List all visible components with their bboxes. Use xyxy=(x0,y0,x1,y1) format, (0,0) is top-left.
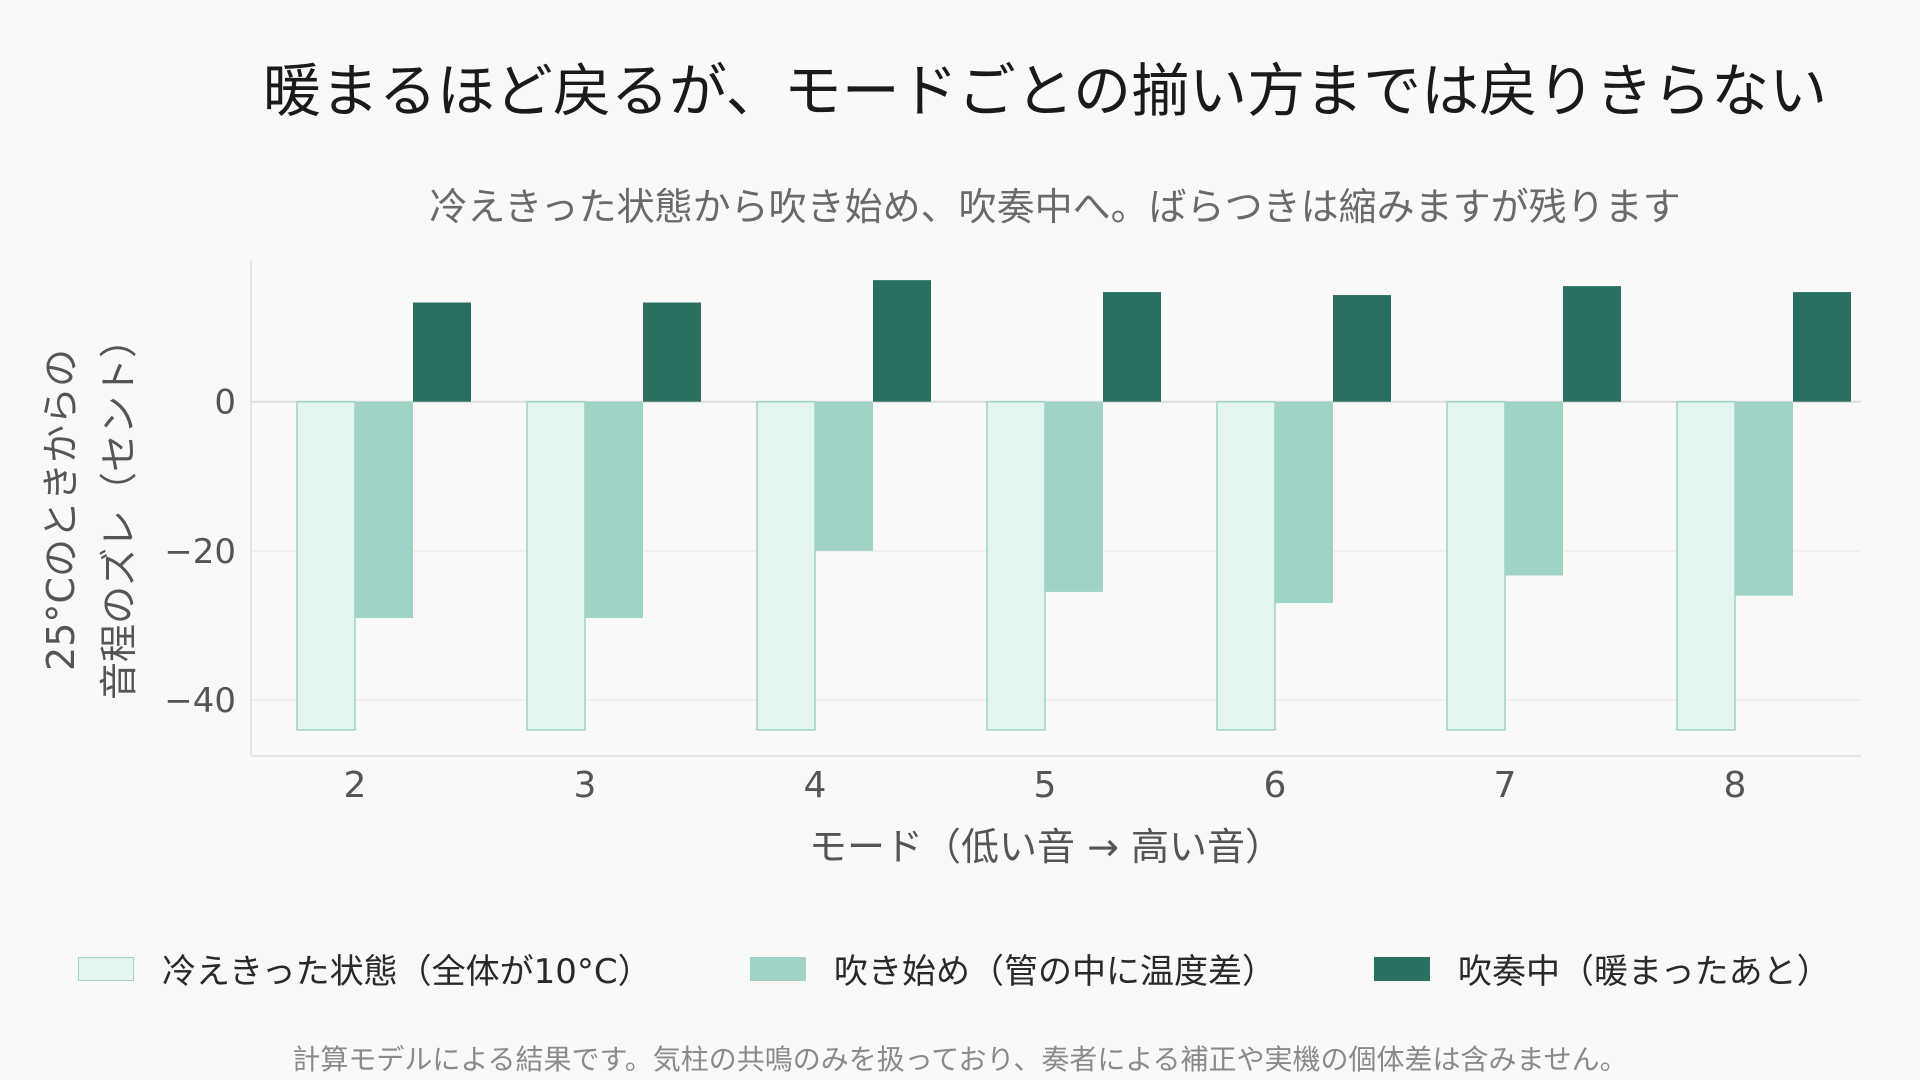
x-tick-label: 2 xyxy=(344,765,367,806)
legend-item-cold: 冷えきった状態（全体が10°C） xyxy=(78,944,652,993)
bar-start xyxy=(815,401,873,551)
bar-start xyxy=(1045,401,1103,592)
x-tick-label: 6 xyxy=(1264,765,1287,806)
bar-playing xyxy=(1103,292,1161,402)
bar-cold xyxy=(986,400,1046,731)
bar-cold xyxy=(1446,400,1506,731)
chart-subtitle: 冷えきった状態から吹き始め、吹奏中へ。ばらつきは縮みますが残ります xyxy=(429,185,1681,229)
x-tick-label: 7 xyxy=(1494,765,1517,806)
footnote: 計算モデルによる結果です。気柱の共鳴のみを扱っており、奏者による補正や実機の個体… xyxy=(292,1043,1628,1076)
bar-playing xyxy=(1793,292,1851,402)
legend-swatch-cold xyxy=(78,956,134,981)
x-tick-label: 8 xyxy=(1724,765,1747,806)
y-tick-label: −20 xyxy=(164,532,236,572)
bar-start xyxy=(1275,401,1333,604)
legend-swatch-playing xyxy=(1374,956,1430,981)
bar-playing xyxy=(1333,295,1391,402)
x-axis-label: モード（低い音 → 高い音） xyxy=(809,825,1283,869)
bar-cold xyxy=(296,400,356,731)
bar-start xyxy=(585,401,643,619)
y-tick-label: 0 xyxy=(214,383,236,423)
x-tick-label: 5 xyxy=(1034,765,1057,806)
y-axis-label-line: 音程のズレ（セント） xyxy=(97,320,141,700)
legend-item-start: 吹き始め（管の中に温度差） xyxy=(750,944,1276,993)
bar-playing xyxy=(413,302,471,402)
legend-swatch-start xyxy=(750,956,806,981)
legend-item-playing: 吹奏中（暖まったあと） xyxy=(1374,944,1831,993)
bar-chart: 0 −20 −40 2 3 4 5 6 7 8 モード（低い音 → 高い音） 25°Cのときからの 音程… xyxy=(39,260,1861,869)
bar-playing xyxy=(873,280,931,402)
chart-title: 暖まるほど戻るが、モードごとの揃い方までは戻りきらない xyxy=(262,57,1828,125)
bar-start xyxy=(355,401,413,619)
x-tick-label: 4 xyxy=(804,765,827,806)
chart-legend: 冷えきった状態（全体が10°C） 吹き始め（管の中に温度差） 吹奏中（暖まったあ… xyxy=(0,944,1920,994)
legend-label-start: 吹き始め（管の中に温度差） xyxy=(834,952,1276,992)
y-tick-label: −40 xyxy=(164,681,236,721)
x-tick-label: 3 xyxy=(574,765,597,806)
bar-cold xyxy=(1216,400,1276,731)
bar-playing xyxy=(643,302,701,402)
bar-start xyxy=(1735,401,1793,596)
bar-cold xyxy=(756,400,816,731)
bar-cold xyxy=(526,400,586,731)
legend-label-cold: 冷えきった状態（全体が10°C） xyxy=(162,952,652,992)
legend-label-playing: 吹奏中（暖まったあと） xyxy=(1458,952,1831,992)
bar-playing xyxy=(1563,286,1621,402)
y-axis-label-line: 25°Cのときからの xyxy=(39,349,83,671)
bar-cold xyxy=(1676,400,1736,731)
bar-start xyxy=(1505,401,1563,576)
